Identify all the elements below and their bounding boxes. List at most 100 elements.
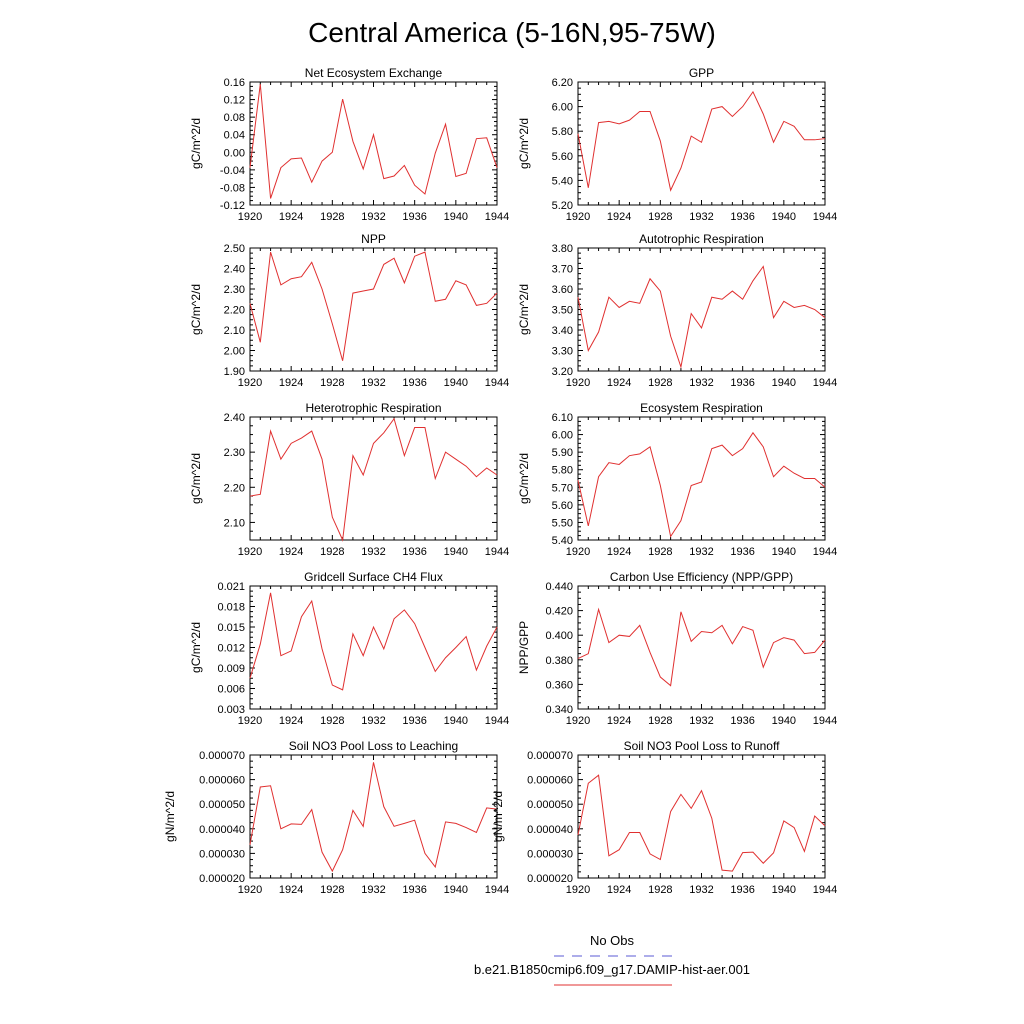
panel-heterotrophic-respiration: Heterotrophic Respiration gC/m^2/d 1920 192… [189,401,509,558]
plot-frame [577,585,826,710]
y-tick-label: -0.08 [220,182,245,194]
y-axis-label: gC/m^2/d [517,453,531,504]
series-line-0 [577,431,826,538]
y-tick-label: 5.90 [552,447,573,459]
y-tick-label: 0.021 [217,581,245,593]
y-tick-label: 0.360 [545,679,573,691]
x-tick-label: 1928 [320,884,344,896]
y-tick-label: 0.04 [224,130,245,142]
panel-title: Heterotrophic Respiration [305,401,441,415]
x-tick-label: 1924 [607,546,631,558]
x-tick-label: 1944 [813,377,837,389]
panels: Net Ecosystem Exchange gC/m^2/d 1920 1924 19… [163,66,837,896]
x-tick-label: 1928 [648,546,672,558]
x-tick-label: 1940 [772,884,796,896]
plot-frame [249,416,498,541]
y-tick-label: -0.12 [220,200,245,212]
y-tick-label: 2.10 [224,325,245,337]
series-line-0 [249,251,498,361]
x-tick-label: 1920 [238,546,262,558]
panel-title: GPP [689,66,714,80]
x-tick-label: 1920 [238,211,262,223]
panel-title: Soil NO3 Pool Loss to Runoff [624,739,781,753]
panel-title: Net Ecosystem Exchange [305,66,443,80]
y-tick-label: 0.000040 [199,824,245,836]
panel-soil-no3-pool-loss-to-runoff: Soil NO3 Pool Loss to Runoff gN/m^2/d 1920… [491,739,837,896]
y-tick-label: 0.16 [224,77,245,89]
y-tick-label: 0.420 [545,606,573,618]
legend-label-model: b.e21.B1850cmip6.f09_g17.DAMIP-hist-aer.… [474,962,750,977]
x-tick-label: 1924 [607,715,631,727]
series-line-0 [249,84,498,199]
y-tick-label: 0.380 [545,655,573,667]
panel-gpp: GPP gC/m^2/d 1920 1924 1928 1932 1936 1940 1944 5… [517,66,837,223]
y-tick-label: 0.012 [217,643,245,655]
panel-title: Ecosystem Respiration [640,401,763,415]
y-axis-label: gC/m^2/d [189,118,203,169]
x-tick-label: 1932 [361,715,385,727]
x-tick-label: 1932 [361,884,385,896]
x-tick-label: 1928 [648,211,672,223]
panel-autotrophic-respiration: Autotrophic Respiration gC/m^2/d 1920 1924 1… [517,232,837,389]
y-tick-label: 0.018 [217,602,245,614]
x-tick-label: 1932 [361,546,385,558]
series-line-0 [249,417,498,542]
x-tick-label: 1936 [402,715,426,727]
x-tick-label: 1924 [279,377,303,389]
y-tick-label: 0.00 [224,147,245,159]
y-tick-label: 6.00 [552,102,573,114]
series-line-0 [577,265,826,369]
figure-title: Central America (5-16N,95-75W) [308,17,716,48]
x-tick-label: 1924 [279,546,303,558]
x-tick-label: 1940 [444,715,468,727]
y-tick-label: 3.70 [552,264,573,276]
x-tick-label: 1944 [485,884,509,896]
panel-title: Carbon Use Efficiency (NPP/GPP) [610,570,793,584]
panel-title: Soil NO3 Pool Loss to Leaching [289,739,458,753]
y-tick-label: 0.000060 [527,775,573,787]
y-axis-label: NPP/GPP [517,621,531,674]
y-tick-label: 0.000070 [199,750,245,762]
x-tick-label: 1928 [648,377,672,389]
panel-ecosystem-respiration: Ecosystem Respiration gC/m^2/d 1920 1924 192… [517,401,837,558]
x-tick-label: 1940 [444,377,468,389]
y-tick-label: 0.015 [217,622,245,634]
x-tick-label: 1940 [444,211,468,223]
series-line-0 [249,762,498,873]
y-tick-label: 2.10 [224,517,245,529]
y-tick-label: 0.340 [545,704,573,716]
x-tick-label: 1932 [361,377,385,389]
y-tick-label: 5.80 [552,126,573,138]
x-tick-label: 1928 [648,715,672,727]
x-tick-label: 1920 [566,715,590,727]
y-axis-label: gC/m^2/d [189,284,203,335]
y-tick-label: 5.20 [552,200,573,212]
x-tick-label: 1924 [279,884,303,896]
x-tick-label: 1928 [648,884,672,896]
panel-title: NPP [361,232,386,246]
y-tick-label: 3.80 [552,243,573,255]
plot-frame [577,416,826,541]
y-tick-label: 5.70 [552,482,573,494]
panel-title: Autotrophic Respiration [639,232,764,246]
y-tick-label: 2.20 [224,482,245,494]
y-tick-label: 5.40 [552,535,573,547]
plot-frame [249,81,498,206]
y-tick-label: 1.90 [224,366,245,378]
y-axis-label: gC/m^2/d [189,453,203,504]
x-tick-label: 1936 [402,884,426,896]
y-axis-label: gN/m^2/d [491,791,505,842]
x-tick-label: 1940 [772,546,796,558]
y-tick-label: 3.50 [552,305,573,317]
y-tick-label: 0.000050 [527,799,573,811]
x-tick-label: 1940 [444,884,468,896]
y-tick-label: 5.60 [552,500,573,512]
x-tick-label: 1940 [772,211,796,223]
y-tick-label: 5.60 [552,151,573,163]
y-tick-label: 2.30 [224,447,245,459]
y-tick-label: 0.000030 [199,848,245,860]
series-line-0 [249,592,498,691]
x-tick-label: 1920 [238,377,262,389]
x-tick-label: 1932 [689,546,713,558]
